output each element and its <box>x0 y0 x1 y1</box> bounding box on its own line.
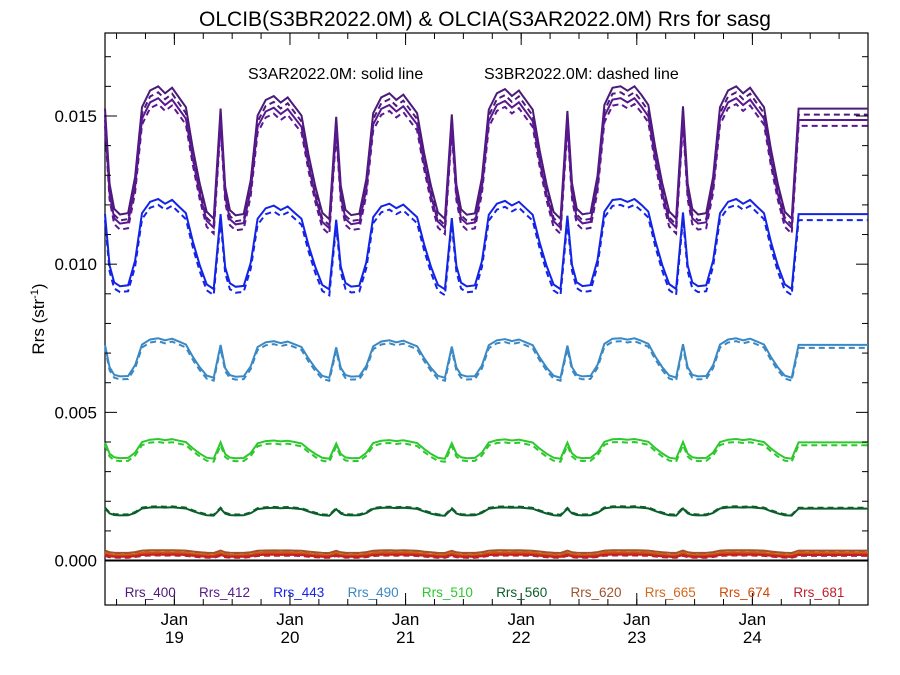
legend: Rrs_400 Rrs_412 Rrs_443 Rrs_490 Rrs_510 Rrs_5… <box>125 585 845 600</box>
chart-title: OLCIB(S3BR2022.0M) & OLCIA(S3AR2022.0M) … <box>199 8 771 31</box>
series-dashed-Rrs_412 <box>104 102 868 237</box>
y-tick-label: 0.010 <box>54 255 97 274</box>
legend-label-Rrs_400: Rrs_400 <box>125 585 176 600</box>
legend-label-Rrs_681: Rrs_681 <box>793 585 844 600</box>
y-axis-label-sup: -1 <box>29 289 41 299</box>
legend-label-Rrs_490: Rrs_490 <box>348 585 399 600</box>
legend-label-Rrs_412: Rrs_412 <box>199 585 250 600</box>
legend-label-Rrs_674: Rrs_674 <box>719 585 771 600</box>
series-dashed-Rrs_560 <box>104 505 868 516</box>
series-dashed-Rrs_490 <box>104 340 868 383</box>
series-line-Rrs_443 <box>104 197 868 292</box>
y-axis-label-close: ) <box>29 283 48 289</box>
y-axis-label: Rrs (str-1) <box>29 283 48 354</box>
x-tick-month: Jan <box>507 610 534 629</box>
y-axis-ticks: 0.000 0.005 0.010 0.015 <box>54 56 868 571</box>
legend-label-Rrs_510: Rrs_510 <box>422 585 473 600</box>
x-tick-day: 24 <box>743 628 762 647</box>
legend-label-Rrs_620: Rrs_620 <box>570 585 621 600</box>
plot-frame <box>104 32 869 606</box>
x-tick-month: Jan <box>623 610 650 629</box>
x-tick-day: 23 <box>627 628 646 647</box>
series-line-Rrs_674 <box>104 552 868 558</box>
y-tick-label: 0.005 <box>54 403 97 422</box>
note-dashed: S3BR2022.0M: dashed line <box>484 66 679 83</box>
series-line-Rrs_620 <box>104 549 868 555</box>
legend-label-Rrs_560: Rrs_560 <box>496 585 547 600</box>
x-tick-day: 20 <box>281 628 300 647</box>
x-tick-month: Jan <box>161 610 188 629</box>
series-dashed-Rrs_681 <box>104 554 868 559</box>
y-tick-label: 0.015 <box>54 107 97 126</box>
y-tick-label: 0.000 <box>54 552 97 571</box>
x-tick-month: Jan <box>276 610 303 629</box>
series-layer <box>104 84 868 559</box>
y-axis-label-main: Rrs (str <box>29 299 48 355</box>
series-dashed-Rrs_443 <box>104 203 868 298</box>
x-tick-month: Jan <box>392 610 419 629</box>
note-solid: S3AR2022.0M: solid line <box>248 66 423 83</box>
x-tick-day: 21 <box>396 628 415 647</box>
series-dashed-Rrs_510 <box>104 440 868 463</box>
x-tick-month: Jan <box>739 610 766 629</box>
legend-label-Rrs_443: Rrs_443 <box>273 585 324 600</box>
series-line-Rrs_510 <box>104 437 868 460</box>
x-tick-day: 22 <box>512 628 531 647</box>
x-tick-day: 19 <box>165 628 184 647</box>
legend-label-Rrs_665: Rrs_665 <box>645 585 696 600</box>
